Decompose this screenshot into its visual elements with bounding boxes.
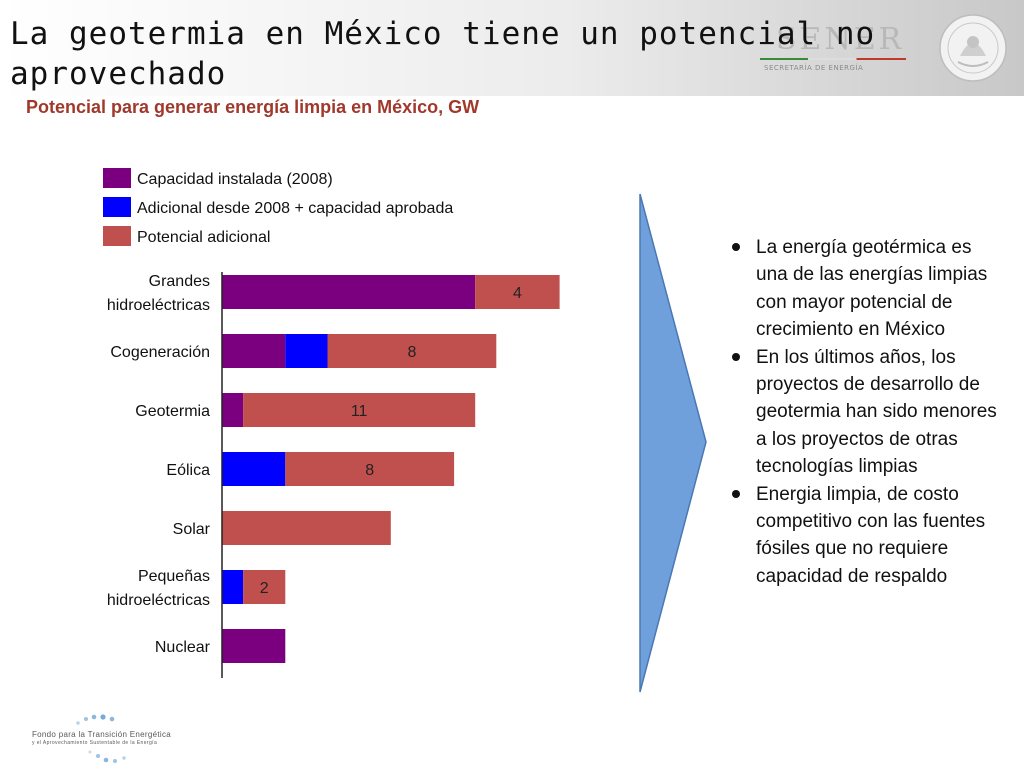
category-label: hidroeléctricas [107, 592, 210, 609]
sener-logo-text: SENER [776, 22, 905, 57]
bullet-item: La energía geotérmica es una de las ener… [730, 234, 1000, 344]
sener-logo-stripe [760, 58, 906, 60]
bullet-dot-icon [732, 352, 740, 361]
bullet-list: La energía geotérmica es una de las ener… [730, 234, 1000, 590]
arrow-chevron-icon [639, 193, 707, 693]
category-label: Grandes [149, 273, 210, 290]
legend-swatch [103, 168, 131, 188]
data-label: 8 [365, 462, 374, 479]
bullet-item: En los últimos años, los proyectos de de… [730, 344, 1000, 481]
sener-logo-subtext: SECRETARÍA DE ENERGÍA [764, 64, 864, 72]
bar-segment [243, 570, 286, 604]
bar-segment [327, 334, 497, 368]
data-label: 11 [351, 403, 368, 420]
fondo-dots-icon [76, 714, 126, 763]
bar-segment [222, 570, 244, 604]
category-label: Pequeñas [138, 568, 210, 585]
bar-segment [243, 393, 476, 427]
bullet-text: En los últimos años, los proyectos de de… [756, 346, 997, 478]
category-label: Cogeneración [110, 344, 210, 361]
category-labels: Grandes hidroeléctricas Cogeneración Geoter… [107, 273, 211, 656]
bar-segment [222, 275, 476, 309]
category-label: Geotermia [135, 403, 210, 420]
legend-label: Potencial adicional [137, 229, 270, 246]
fondo-logo-line1: Fondo para la Transición Energética [32, 730, 172, 739]
legend-label: Capacidad instalada (2008) [137, 171, 333, 188]
fondo-logo-line2: y el Aprovechamiento Sustentable de la E… [32, 740, 158, 746]
slide-title: La geotermia en México tiene un potencia… [10, 16, 876, 92]
bullet-dot-icon [732, 489, 740, 498]
bar-segment [285, 452, 455, 486]
bars [222, 275, 560, 663]
data-label: 8 [407, 344, 416, 361]
chart-title: Potencial para generar energía limpia en… [26, 97, 480, 117]
category-label: Solar [173, 521, 211, 538]
bar-segment [222, 452, 286, 486]
category-label: Eólica [166, 462, 210, 479]
bar-segment [475, 275, 560, 309]
data-labels: 4 8 11 8 2 [260, 285, 522, 597]
bullet-item: Energia limpia, de costo competitivo con… [730, 481, 1000, 591]
bar-chart: Capacidad instalada (2008) Adicional desd… [103, 168, 560, 678]
chart-legend: Capacidad instalada (2008) Adicional desd… [103, 168, 453, 246]
header-band [0, 0, 1024, 96]
sener-logo: SENER SECRETARÍA DE ENERGÍA [752, 22, 912, 80]
data-label: 2 [260, 580, 269, 597]
bullet-text: La energía geotérmica es una de las ener… [756, 237, 988, 341]
bar-segment [222, 334, 286, 368]
bar-segment [285, 334, 328, 368]
bar-segment [222, 393, 244, 427]
category-label: hidroeléctricas [107, 297, 210, 314]
legend-swatch [103, 226, 131, 246]
bar-segment [222, 629, 286, 663]
legend-label: Adicional desde 2008 + capacidad aprobad… [137, 200, 453, 217]
fondo-logo: Fondo para la Transición Energética y el… [28, 714, 228, 766]
coat-of-arms-seal-icon [939, 14, 1007, 82]
category-label: Nuclear [155, 639, 211, 656]
data-label: 4 [513, 285, 522, 302]
bar-segment [222, 511, 391, 545]
bullet-text: Energia limpia, de costo competitivo con… [756, 483, 986, 587]
legend-swatch [103, 197, 131, 217]
bullet-dot-icon [732, 243, 740, 251]
